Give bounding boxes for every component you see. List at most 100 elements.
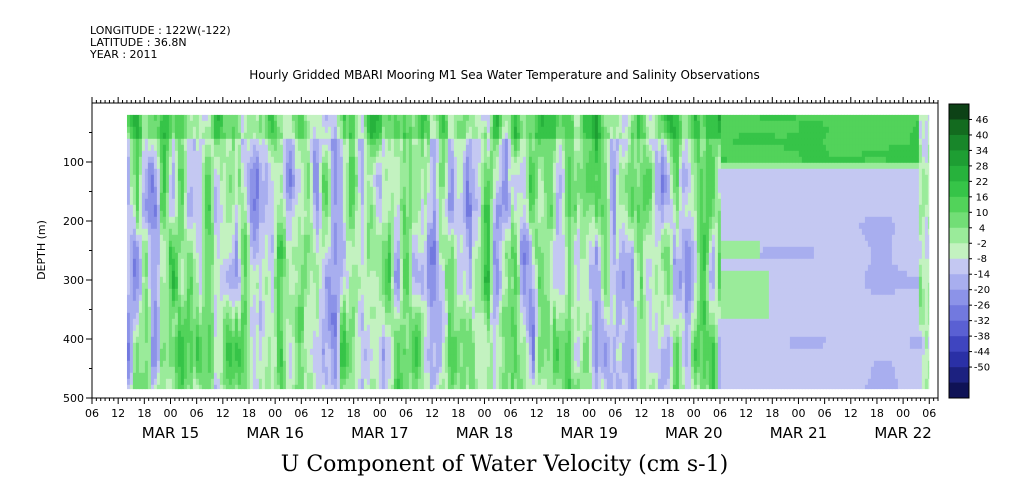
heatmap-cell xyxy=(297,222,302,230)
heatmap-cell xyxy=(396,348,401,356)
heatmap-cell xyxy=(294,264,299,272)
heatmap-cell xyxy=(312,186,317,194)
heatmap-cell xyxy=(198,210,203,218)
heatmap-cell xyxy=(387,354,392,362)
heatmap-cell xyxy=(273,336,278,344)
heatmap-cell xyxy=(219,384,224,390)
heatmap-cell xyxy=(300,198,305,206)
heatmap-cell xyxy=(201,162,206,170)
heatmap-cell xyxy=(195,264,200,272)
heatmap-cell xyxy=(441,360,446,368)
heatmap-cell xyxy=(168,222,173,230)
heatmap-cell xyxy=(219,264,224,272)
heatmap-cell xyxy=(300,246,305,254)
heatmap-cell xyxy=(297,336,302,344)
heatmap-cell xyxy=(189,330,194,338)
heatmap-cell xyxy=(378,144,383,152)
heatmap-cell xyxy=(318,198,323,206)
heatmap-cell xyxy=(399,330,404,338)
heatmap-cell xyxy=(297,294,302,302)
heatmap-cell xyxy=(441,342,446,350)
heatmap-cell xyxy=(378,198,383,206)
heatmap-cell xyxy=(354,240,359,248)
heatmap-cell xyxy=(306,192,311,200)
heatmap-cell xyxy=(312,324,317,332)
heatmap-cell xyxy=(375,246,380,254)
heatmap-cell xyxy=(303,318,308,326)
heatmap-cell xyxy=(276,318,281,326)
heatmap-cell xyxy=(231,210,236,218)
heatmap-cell xyxy=(318,372,323,380)
heatmap-cell xyxy=(432,132,437,140)
heatmap-cell xyxy=(315,240,320,248)
heatmap-cell xyxy=(357,234,362,242)
heatmap-cell xyxy=(204,192,209,200)
heatmap-cell xyxy=(252,216,257,224)
heatmap-cell xyxy=(420,270,425,278)
heatmap-cell xyxy=(273,342,278,350)
heatmap-cell xyxy=(129,264,134,272)
heatmap-cell xyxy=(219,138,224,146)
heatmap-cell xyxy=(177,342,182,350)
heatmap-cell xyxy=(246,384,251,390)
heatmap-cell xyxy=(249,300,254,308)
heatmap-cell xyxy=(408,234,413,242)
heatmap-cell xyxy=(438,294,443,302)
heatmap-cell xyxy=(273,258,278,266)
heatmap-cell xyxy=(144,300,149,308)
heatmap-cell xyxy=(423,234,428,242)
heatmap-cell xyxy=(180,156,185,164)
heatmap-cell xyxy=(378,306,383,314)
heatmap-cell xyxy=(180,192,185,200)
heatmap-cell xyxy=(303,192,308,200)
heatmap-cell xyxy=(153,186,158,194)
heatmap-cell xyxy=(291,294,296,302)
heatmap-cell xyxy=(438,330,443,338)
heatmap-cell xyxy=(360,138,365,146)
heatmap-cell xyxy=(327,336,332,344)
heatmap-cell xyxy=(276,252,281,260)
heatmap-cell xyxy=(438,270,443,278)
heatmap-cell xyxy=(357,144,362,152)
heatmap-cell xyxy=(411,354,416,362)
heatmap-cell xyxy=(303,384,308,390)
heatmap-cell xyxy=(363,246,368,254)
heatmap-cell xyxy=(357,342,362,350)
heatmap-cell xyxy=(252,354,257,362)
heatmap-cell xyxy=(444,264,449,272)
heatmap-cell xyxy=(141,252,146,260)
heatmap-cell xyxy=(366,252,371,260)
heatmap-cell xyxy=(249,342,254,350)
heatmap-cell xyxy=(222,270,227,278)
heatmap-cell xyxy=(408,306,413,314)
heatmap-cell xyxy=(360,384,365,390)
heatmap-cell xyxy=(276,336,281,344)
heatmap-cell xyxy=(315,300,320,308)
heatmap-cell xyxy=(258,288,263,296)
heatmap-cell xyxy=(432,270,437,278)
heatmap-cell xyxy=(267,324,272,332)
heatmap-cell xyxy=(249,252,254,260)
heatmap-cell xyxy=(273,354,278,362)
heatmap-cell xyxy=(198,270,203,278)
heatmap-cell xyxy=(297,198,302,206)
heatmap-cell xyxy=(147,156,152,164)
heatmap-cell xyxy=(354,270,359,278)
heatmap-cell xyxy=(279,204,284,212)
heatmap-cell xyxy=(375,156,380,164)
heatmap-cell xyxy=(213,126,218,134)
heatmap-cell xyxy=(348,144,353,152)
heatmap-cell xyxy=(255,120,260,128)
heatmap-cell xyxy=(255,276,260,284)
heatmap-cell xyxy=(351,270,356,278)
heatmap-cell xyxy=(189,366,194,374)
heatmap-cell xyxy=(204,222,209,230)
heatmap-cell xyxy=(411,192,416,200)
heatmap-cell xyxy=(204,294,209,302)
heatmap-cell xyxy=(282,216,287,224)
heatmap-cells xyxy=(126,114,930,390)
heatmap-cell xyxy=(384,384,389,390)
heatmap-cell xyxy=(282,126,287,134)
heatmap-cell xyxy=(411,318,416,326)
heatmap-cell xyxy=(333,330,338,338)
